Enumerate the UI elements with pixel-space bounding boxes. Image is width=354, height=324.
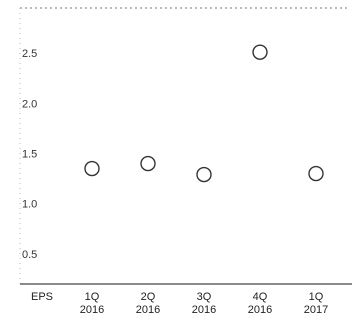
x-category-year: 2016: [192, 304, 216, 316]
row-label: EPS: [31, 291, 53, 303]
x-category-quarter: 1Q: [309, 291, 324, 303]
x-category-quarter: 3Q: [197, 291, 212, 303]
x-category-quarter: 4Q: [253, 291, 268, 303]
data-point: [140, 155, 156, 172]
y-tick-label: 0.5: [22, 249, 37, 261]
y-tick-label: 2.5: [22, 48, 37, 60]
data-point: [196, 166, 212, 183]
y-tick-labels: 0.5 1.0 1.5 2.0 2.5: [22, 48, 37, 261]
y-tick-label: 1.5: [22, 149, 37, 161]
x-category-year: 2016: [136, 304, 160, 316]
x-category-quarter: 1Q: [85, 291, 100, 303]
x-category-quarter: 2Q: [141, 291, 156, 303]
y-tick-label: 1.0: [22, 199, 37, 211]
y-tick-label: 2.0: [22, 98, 37, 110]
data-point: [84, 160, 100, 177]
x-category-year: 2016: [80, 304, 104, 316]
data-points: [84, 44, 324, 183]
x-category-year: 2017: [304, 304, 328, 316]
x-category-year: 2016: [248, 304, 272, 316]
data-point: [308, 165, 324, 182]
data-point: [252, 44, 268, 60]
